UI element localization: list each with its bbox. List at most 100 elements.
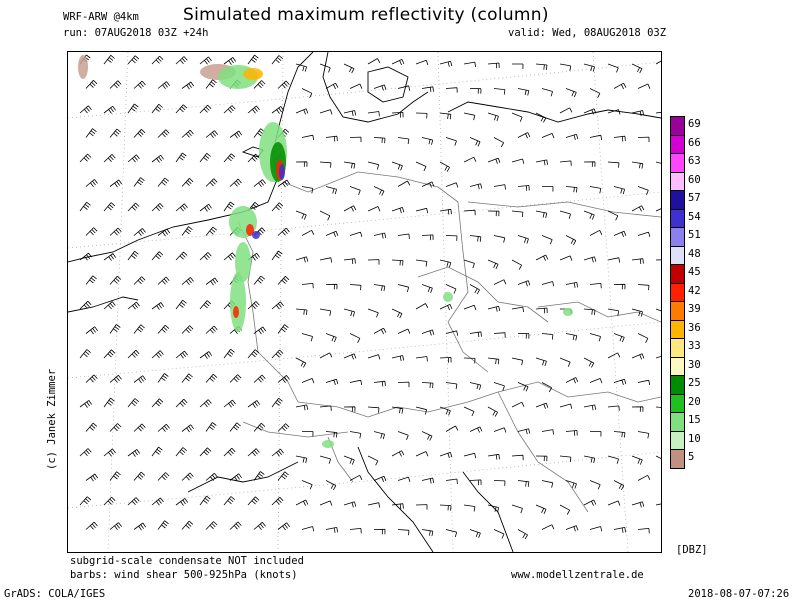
wind-barb bbox=[517, 235, 529, 244]
wind-barb bbox=[343, 258, 356, 265]
wind-barb bbox=[367, 206, 381, 212]
wind-barb bbox=[205, 521, 218, 530]
wind-barb bbox=[565, 88, 577, 98]
wind-barb bbox=[127, 202, 140, 212]
wind-barb bbox=[223, 57, 237, 65]
legend-label: 69 bbox=[688, 118, 701, 130]
wind-barb bbox=[607, 210, 619, 221]
wind-barb bbox=[229, 473, 242, 482]
reflectivity-cell bbox=[246, 224, 254, 236]
wind-barbs bbox=[79, 54, 661, 540]
wind-barb bbox=[631, 205, 645, 212]
wind-barb bbox=[133, 375, 146, 384]
wind-barb bbox=[637, 136, 650, 143]
wind-barb bbox=[175, 152, 187, 163]
wind-barb bbox=[493, 279, 507, 285]
wind-barb bbox=[157, 81, 170, 90]
legend-label: 33 bbox=[688, 340, 701, 352]
wind-barb bbox=[511, 112, 523, 122]
wind-barb bbox=[511, 504, 523, 514]
wind-barb bbox=[397, 328, 411, 334]
wind-barb bbox=[469, 529, 481, 538]
wind-barb bbox=[655, 259, 661, 261]
wind-barb bbox=[301, 134, 315, 141]
copyright-label: (c) Janek Zimmer bbox=[46, 368, 58, 470]
wind-barb bbox=[535, 504, 547, 514]
wind-barb bbox=[133, 177, 145, 187]
wind-barb bbox=[103, 397, 115, 408]
wind-barb bbox=[517, 382, 529, 392]
legend-swatch bbox=[670, 412, 685, 432]
wind-barb bbox=[445, 284, 457, 294]
wind-barb bbox=[133, 276, 146, 285]
wind-barb bbox=[277, 227, 290, 236]
wind-barb bbox=[127, 55, 140, 65]
wind-barb bbox=[613, 431, 626, 438]
wind-barb bbox=[325, 333, 337, 343]
wind-barb bbox=[343, 353, 357, 360]
wind-barb bbox=[463, 452, 477, 459]
wind-barb bbox=[421, 86, 434, 93]
wind-barb bbox=[469, 382, 482, 390]
wind-barb bbox=[415, 112, 428, 119]
wind-barb bbox=[583, 63, 595, 72]
wind-barb bbox=[199, 495, 211, 506]
wind-barb bbox=[512, 63, 524, 70]
wind-barb bbox=[487, 357, 500, 365]
legend-swatch bbox=[670, 264, 685, 284]
wind-barb bbox=[181, 226, 193, 236]
valid-info: valid: Wed, 08AUG2018 03Z bbox=[508, 27, 667, 39]
wind-barb bbox=[511, 454, 524, 461]
wind-barb bbox=[535, 63, 548, 70]
wind-barb bbox=[517, 185, 530, 191]
legend-label: 42 bbox=[688, 284, 701, 297]
wind-barb bbox=[373, 84, 387, 91]
legend-label: 45 bbox=[688, 266, 701, 278]
wind-barb bbox=[373, 528, 386, 535]
wind-barb bbox=[397, 137, 410, 145]
model-label: WRF-ARW @4km bbox=[63, 11, 139, 23]
wind-barb bbox=[349, 431, 362, 439]
wind-barb bbox=[223, 447, 236, 457]
wind-barb bbox=[349, 83, 363, 89]
wind-barb bbox=[367, 259, 380, 265]
legend-label: 20 bbox=[688, 395, 701, 408]
wind-barb bbox=[463, 112, 476, 121]
wind-barb bbox=[181, 325, 194, 334]
wind-barb bbox=[103, 202, 116, 212]
wind-barb bbox=[277, 471, 289, 481]
legend-swatch bbox=[670, 338, 685, 358]
wind-barb bbox=[493, 427, 507, 433]
wind-barb bbox=[343, 406, 356, 412]
wind-barb bbox=[373, 137, 386, 144]
wind-barb bbox=[613, 480, 625, 491]
wind-barb bbox=[175, 398, 188, 408]
wind-barb bbox=[469, 88, 482, 94]
legend-label: 66 bbox=[688, 136, 701, 149]
wind-barb bbox=[133, 228, 146, 236]
wind-barb bbox=[469, 331, 482, 338]
wind-barb bbox=[415, 207, 429, 214]
wind-barb bbox=[463, 61, 476, 68]
wind-barb bbox=[487, 305, 501, 312]
timestamp-label: 2018-08-07-07:26 bbox=[688, 588, 790, 600]
wind-barb bbox=[109, 128, 121, 138]
wind-barb bbox=[655, 111, 661, 114]
wind-barb bbox=[181, 424, 194, 433]
color-legend: 69 66 63 60 57 54 51 48 45 42 39 36 33 30 25 20 15 10 5 bbox=[670, 116, 701, 486]
wind-barb bbox=[607, 405, 620, 411]
wind-barb bbox=[535, 112, 547, 123]
wind-barb bbox=[493, 88, 506, 95]
wind-barb bbox=[277, 276, 290, 285]
wind-barb bbox=[127, 154, 140, 163]
wind-barb bbox=[445, 478, 458, 484]
wind-barb bbox=[367, 502, 381, 508]
wind-barb bbox=[205, 79, 217, 89]
wind-barb bbox=[391, 259, 404, 266]
legend-swatch bbox=[670, 430, 685, 450]
wind-barb bbox=[157, 472, 170, 481]
wind-barb bbox=[253, 374, 266, 383]
wind-barb bbox=[181, 81, 195, 90]
wind-barb bbox=[565, 133, 579, 141]
wind-barb bbox=[583, 256, 597, 263]
